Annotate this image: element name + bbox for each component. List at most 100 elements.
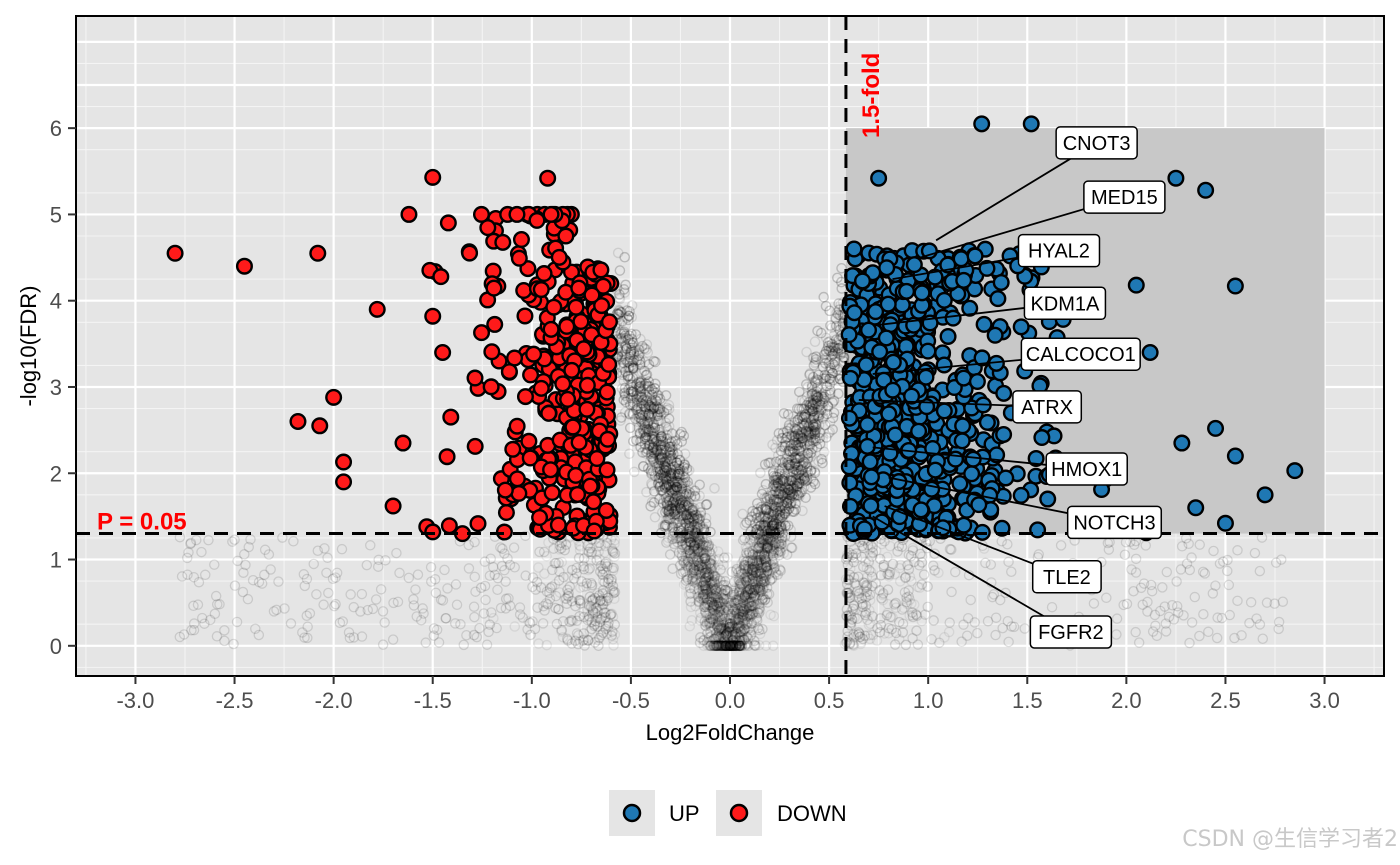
ns-point [701, 616, 713, 627]
ns-point [801, 439, 813, 451]
ns-point [764, 491, 775, 503]
ns-point [794, 475, 805, 487]
ns-point [639, 389, 651, 401]
ns-point [808, 476, 820, 488]
ns-point [812, 410, 824, 422]
ns-point [795, 432, 807, 444]
ns-point [898, 602, 910, 614]
ns-point [655, 409, 667, 420]
ns-point [799, 440, 811, 452]
ns-point [790, 457, 802, 469]
ns-point [672, 509, 683, 520]
ns-point [722, 618, 734, 630]
ns-point [703, 606, 715, 617]
ns-point [709, 595, 721, 607]
ns-point [756, 513, 767, 525]
ns-point [718, 640, 730, 652]
ns-point [849, 612, 860, 624]
ns-point [660, 436, 671, 448]
ns-point [688, 565, 700, 576]
ns-point [728, 626, 739, 637]
ns-point [779, 463, 790, 474]
ns-point [776, 532, 788, 544]
ns-point [667, 463, 679, 475]
ns-point [907, 542, 919, 554]
ns-point [714, 631, 726, 643]
ns-point [775, 522, 787, 534]
ns-point [683, 499, 694, 511]
ns-point [655, 440, 667, 451]
ns-point [663, 494, 674, 505]
ns-point [758, 578, 770, 590]
ns-point [636, 366, 648, 378]
ns-point [600, 620, 612, 632]
ns-point [678, 469, 689, 481]
ns-point [694, 586, 706, 598]
ns-point [894, 576, 906, 587]
ns-point [702, 593, 713, 605]
ns-point [807, 420, 818, 432]
ns-point [636, 414, 648, 426]
ns-point [792, 440, 804, 451]
ns-point [737, 605, 749, 617]
ns-point [783, 459, 795, 471]
ns-point [765, 548, 776, 559]
ns-point [637, 398, 649, 410]
ns-point [861, 562, 873, 574]
ns-point [682, 499, 694, 511]
ns-point [813, 419, 825, 431]
ns-point [644, 431, 656, 442]
ns-point [585, 555, 597, 567]
ns-point [739, 612, 751, 624]
ns-point [739, 615, 751, 627]
ns-point [648, 441, 660, 453]
ns-point [609, 538, 620, 550]
ns-point [853, 627, 865, 639]
ns-point [797, 413, 808, 425]
ns-point [800, 426, 812, 438]
ns-point [648, 434, 660, 445]
ns-point [678, 477, 690, 489]
ns-point [807, 399, 818, 410]
ns-point [744, 583, 755, 595]
ns-point [660, 462, 672, 473]
ns-point [609, 534, 621, 546]
ns-point [697, 591, 708, 603]
ns-point [788, 445, 800, 457]
ns-point [697, 544, 709, 556]
ns-point [755, 535, 766, 547]
ns-point [733, 593, 744, 605]
ns-point [735, 599, 747, 611]
ns-point [745, 605, 757, 617]
ns-point [649, 455, 660, 467]
ns-point [795, 428, 807, 440]
ns-point [717, 592, 729, 604]
ns-point [735, 608, 747, 620]
ns-point [609, 593, 620, 604]
ns-point [719, 640, 731, 652]
ns-point [771, 480, 782, 492]
ns-point [805, 426, 816, 438]
ns-point [744, 631, 756, 642]
ns-point [706, 575, 718, 587]
ns-point [737, 581, 749, 592]
ns-point [656, 439, 667, 450]
ns-point [767, 640, 779, 652]
ns-point [729, 640, 741, 652]
ns-point [806, 379, 818, 391]
ns-point [902, 598, 913, 610]
ns-point [879, 628, 890, 639]
ns-point [769, 472, 781, 483]
ns-point [753, 566, 765, 577]
ns-point [678, 579, 690, 590]
ns-point [708, 554, 720, 565]
ns-point [786, 422, 797, 433]
ns-point [764, 542, 776, 554]
ns-point [703, 592, 715, 604]
ns-point [752, 523, 763, 535]
ns-point [702, 580, 713, 591]
ns-point [607, 565, 619, 576]
ns-point [756, 559, 767, 571]
ns-point [669, 500, 681, 511]
ns-point [801, 391, 813, 402]
